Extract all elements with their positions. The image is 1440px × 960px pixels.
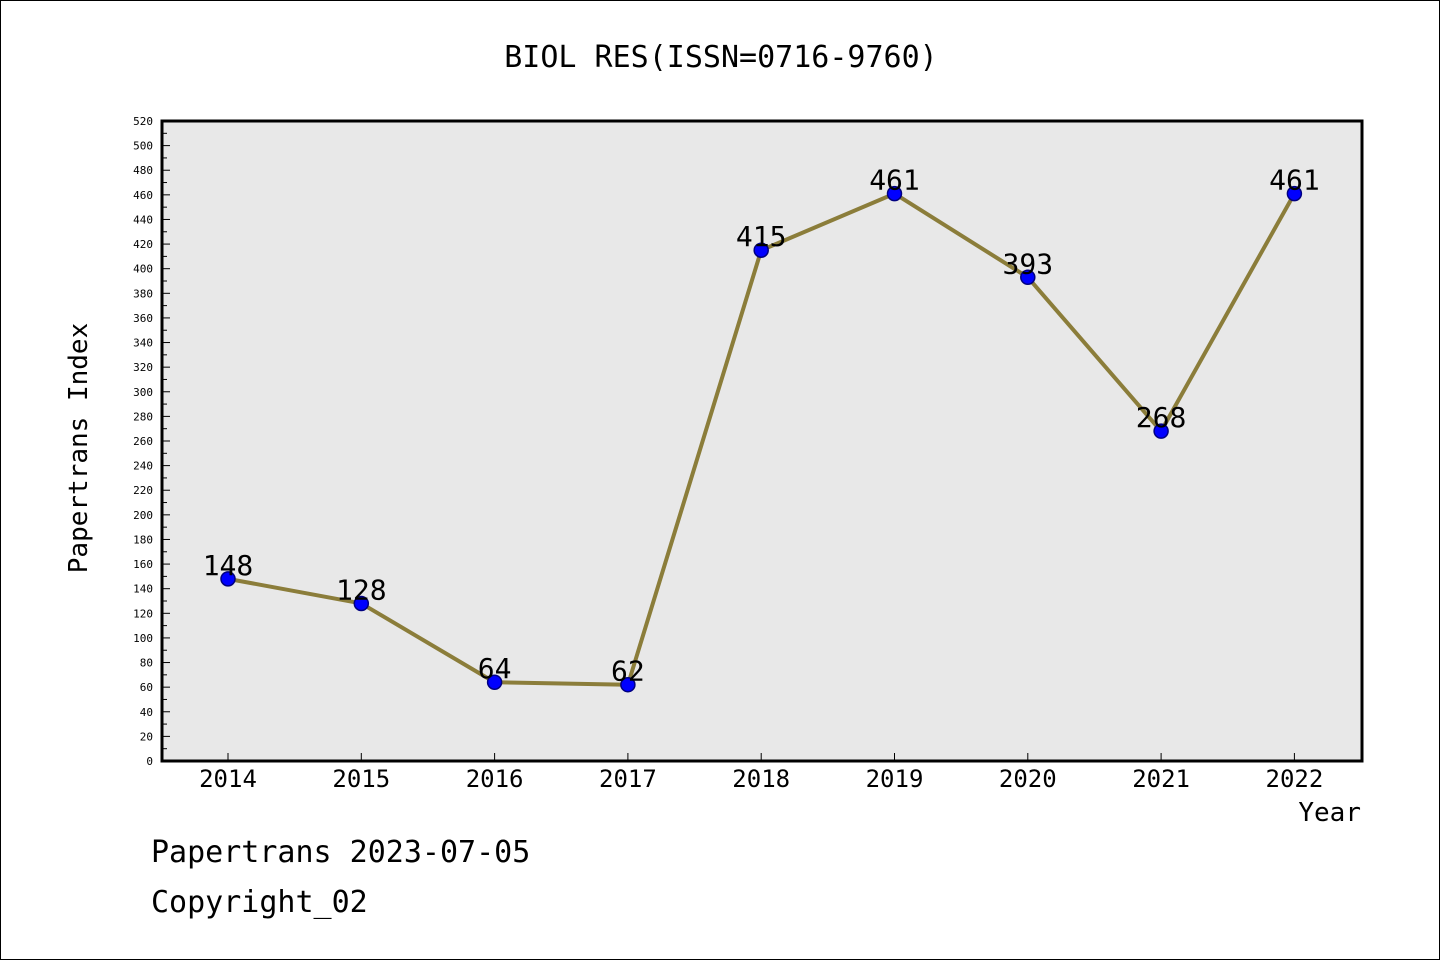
y-tick-label: 280 (133, 410, 153, 423)
y-tick-label: 120 (133, 607, 153, 620)
data-point (353, 595, 370, 612)
x-tick-label: 2020 (999, 765, 1057, 793)
y-tick-label: 220 (133, 484, 153, 497)
data-point (886, 185, 903, 202)
data-point (1286, 185, 1303, 202)
y-tick-label: 340 (133, 337, 153, 350)
data-label: 461 (869, 164, 920, 197)
x-tick-label: 2021 (1132, 765, 1190, 793)
y-tick-label: 500 (133, 140, 153, 153)
y-tick-label: 100 (133, 632, 153, 645)
y-tick-label: 200 (133, 509, 153, 522)
x-tick-label: 2014 (199, 765, 257, 793)
y-axis: 0 20 40 60 80 100 120 140 160 180 200 220 240 260 280 3… (133, 115, 170, 768)
plot-area (160, 119, 1364, 763)
y-tick-label: 420 (133, 238, 153, 251)
y-tick-label: 460 (133, 189, 153, 202)
data-point (753, 242, 769, 258)
y-tick-label: 480 (133, 164, 153, 177)
x-tick-label: 2017 (599, 765, 657, 793)
data-label: 64 (478, 652, 512, 685)
y-axis-label: Papertrans Index (64, 323, 94, 573)
series-group: 148 128 64 62 415 461 393 268 461 (203, 164, 1320, 693)
x-tick-label: 2018 (732, 765, 790, 793)
data-label: 461 (1269, 164, 1320, 197)
y-tick-label: 320 (133, 361, 153, 374)
x-tick-label: 2015 (332, 765, 390, 793)
y-tick-label: 440 (133, 213, 153, 226)
chart-title: BIOL RES(ISSN=0716-9760) (504, 40, 937, 75)
footer-date: Papertrans 2023-07-05 (151, 835, 531, 870)
x-tick-label: 2016 (466, 765, 524, 793)
y-tick-label: 400 (133, 263, 153, 276)
y-tick-label: 520 (133, 115, 153, 128)
y-tick-label: 0 (146, 755, 153, 768)
data-label: 268 (1136, 401, 1187, 434)
data-point (1020, 269, 1036, 286)
data-label: 128 (336, 573, 387, 606)
data-label: 415 (736, 220, 787, 253)
data-point (486, 674, 503, 690)
y-tick-label: 180 (133, 533, 153, 546)
x-tick-label: 2022 (1266, 765, 1324, 793)
x-axis: 2014 2015 2016 2017 2018 2019 2020 2021 2022 (199, 753, 1323, 793)
x-tick-label: 2019 (866, 765, 924, 793)
y-tick-label: 260 (133, 435, 153, 448)
y-tick-label: 160 (133, 558, 153, 571)
data-point (1153, 423, 1169, 439)
y-tick-label: 360 (133, 312, 153, 325)
y-tick-label: 240 (133, 460, 153, 473)
y-tick-label: 300 (133, 386, 153, 399)
y-tick-label: 40 (140, 706, 153, 719)
data-label: 62 (611, 655, 645, 688)
data-point (220, 571, 236, 587)
data-label: 393 (1003, 247, 1054, 280)
y-tick-label: 140 (133, 583, 153, 596)
data-label: 148 (203, 549, 254, 582)
y-tick-label: 80 (140, 657, 153, 670)
footer-copyright: Copyright_02 (151, 885, 368, 920)
data-point (620, 676, 636, 693)
y-tick-label: 60 (140, 681, 153, 694)
x-axis-label: Year (1298, 798, 1361, 828)
y-tick-label: 380 (133, 287, 153, 300)
y-tick-label: 20 (140, 730, 153, 743)
